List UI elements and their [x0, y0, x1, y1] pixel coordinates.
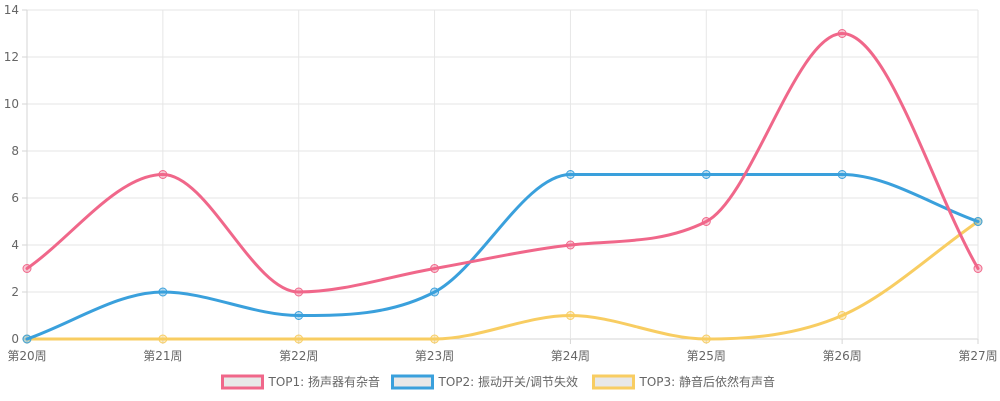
legend-swatch	[391, 374, 434, 390]
legend-label: TOP3: 静音后依然有声音	[639, 374, 776, 389]
legend-item-2[interactable]: TOP2: 振动开关/调节失效	[391, 374, 579, 390]
y-tick-label: 8	[11, 144, 19, 158]
x-tick-label: 第26周	[823, 349, 862, 363]
data-point[interactable]	[837, 170, 847, 179]
x-tick-label: 第22周	[279, 349, 318, 363]
data-point[interactable]	[701, 217, 711, 226]
series-line	[25, 220, 980, 341]
data-point[interactable]	[294, 311, 304, 320]
data-point[interactable]	[22, 334, 32, 344]
data-point[interactable]	[565, 311, 575, 320]
data-point[interactable]	[837, 29, 847, 38]
data-point[interactable]	[565, 170, 575, 179]
data-point[interactable]	[701, 170, 711, 179]
data-point[interactable]	[158, 334, 168, 344]
y-tick-label: 12	[4, 50, 19, 64]
series-line	[25, 172, 980, 341]
data-point[interactable]	[430, 334, 440, 344]
data-point[interactable]	[973, 217, 983, 226]
legend-swatch	[221, 374, 264, 390]
data-point[interactable]	[158, 170, 168, 179]
series-line	[25, 32, 980, 294]
data-point[interactable]	[294, 287, 304, 297]
x-tick-label: 第24周	[551, 349, 590, 363]
y-tick-label: 14	[4, 3, 19, 17]
legend-item-3[interactable]: TOP3: 静音后依然有声音	[592, 374, 776, 390]
y-tick-label: 6	[11, 191, 19, 205]
data-point[interactable]	[701, 334, 711, 344]
y-tick-label: 0	[11, 332, 19, 346]
x-tick-label: 第21周	[143, 349, 182, 363]
data-point[interactable]	[430, 264, 440, 273]
y-tick-label: 2	[11, 285, 19, 299]
series-2	[22, 170, 983, 344]
data-point[interactable]	[430, 287, 440, 297]
x-tick-label: 第20周	[7, 349, 46, 363]
series-3	[22, 217, 983, 344]
legend-swatch	[592, 374, 635, 390]
x-tick-label: 第27周	[958, 349, 997, 363]
legend-label: TOP2: 振动开关/调节失效	[438, 374, 579, 389]
data-point[interactable]	[973, 264, 983, 273]
x-tick-label: 第25周	[687, 349, 726, 363]
data-point[interactable]	[837, 311, 847, 320]
legend-label: TOP1: 扬声器有杂音	[268, 374, 381, 389]
legend: TOP1: 扬声器有杂音 TOP2: 振动开关/调节失效 TOP3: 静音后依然有声…	[221, 374, 776, 390]
x-tick-label: 第23周	[415, 349, 454, 363]
data-point[interactable]	[565, 240, 575, 250]
data-point[interactable]	[158, 287, 168, 297]
series-1	[22, 29, 983, 297]
y-tick-label: 10	[4, 97, 19, 111]
axes: 0 2 4 6 8 10 12 14 第20周 第21周 第22周 第23周 第24周 第25周 第26周 第…	[4, 3, 998, 363]
legend-item-1[interactable]: TOP1: 扬声器有杂音	[221, 374, 381, 390]
y-tick-label: 4	[11, 238, 19, 252]
data-point[interactable]	[294, 334, 304, 344]
series-lines	[22, 29, 983, 344]
data-point[interactable]	[22, 264, 32, 273]
